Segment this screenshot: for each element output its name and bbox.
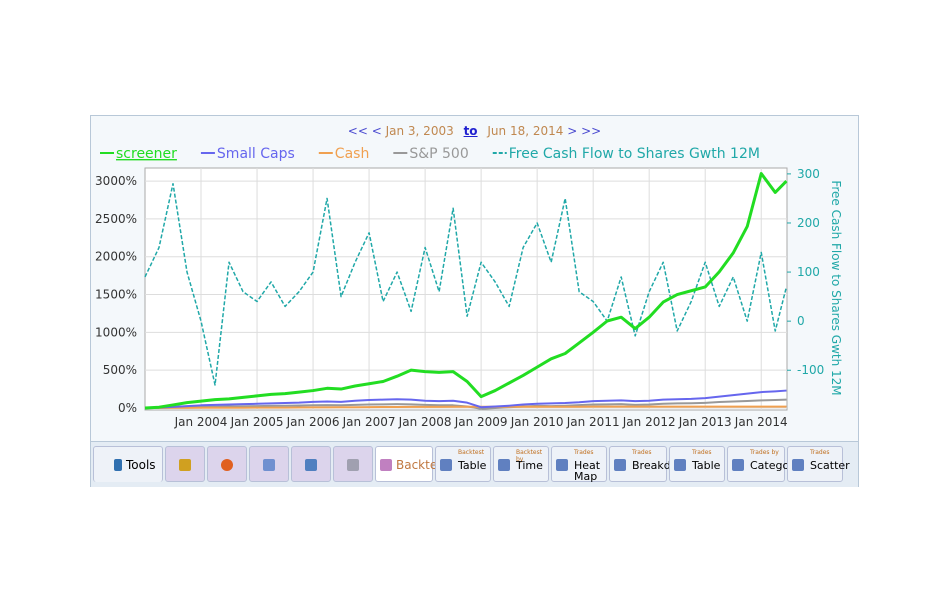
- tab[interactable]: Backtest by Time: [493, 446, 549, 482]
- y2-tick-label: 100: [797, 265, 820, 279]
- tab[interactable]: Trades Scatter: [787, 446, 850, 482]
- tab-icon: [792, 459, 804, 471]
- tab-icon: [614, 459, 626, 471]
- prev-link[interactable]: << <: [347, 124, 382, 138]
- tab[interactable]: Tools: [93, 446, 163, 482]
- tab-label: Tools: [126, 458, 156, 472]
- legend-label: Cash: [335, 146, 370, 162]
- series-line: [144, 182, 788, 386]
- y-tick-label: 500%: [103, 363, 137, 377]
- x-tick-label: Jan 2010: [510, 415, 564, 429]
- tab[interactable]: Trades Breakdo: [609, 446, 677, 482]
- x-tick-label: Jan 2007: [342, 415, 396, 429]
- tab-top: Backtest: [458, 449, 485, 456]
- legend-label: Small Caps: [217, 146, 295, 162]
- series-line: [145, 405, 787, 409]
- y-tick-label: 1000%: [95, 325, 137, 339]
- date-nav: << < Jan 3, 2003 to Jun 18, 2014 > >>: [91, 124, 858, 138]
- y-tick-label: 3000%: [95, 174, 137, 188]
- tab-top: Trades: [692, 449, 712, 456]
- y-tick-label: 2500%: [95, 212, 137, 226]
- next-link[interactable]: > >>: [567, 124, 602, 138]
- tab-icon: [674, 459, 686, 471]
- y-tick-label: 1500%: [95, 288, 137, 302]
- tab-label: Categor: [750, 459, 794, 472]
- tab-label: Table: [458, 459, 487, 472]
- series-line: [144, 389, 787, 409]
- tab[interactable]: Trades Table: [669, 446, 725, 482]
- to-link[interactable]: to: [463, 124, 478, 138]
- tab-top: Trades: [810, 449, 830, 456]
- y2-tick-label: 300: [797, 167, 820, 181]
- y2-tick-label: 200: [797, 216, 820, 230]
- x-tick-label: Jan 2005: [230, 415, 284, 429]
- tab[interactable]: Trades by Categor: [727, 446, 794, 482]
- y2-axis-label: Free Cash Flow to Shares Gwth 12M: [829, 180, 843, 395]
- x-tick-label: Jan 2006: [286, 415, 340, 429]
- tab-icon: [440, 459, 452, 471]
- x-tick-label: Jan 2004: [174, 415, 228, 429]
- tab-label: Scatter: [810, 459, 850, 472]
- tab-label: Table: [692, 459, 721, 472]
- tab-icon: [556, 459, 568, 471]
- x-tick-label: Jan 2012: [622, 415, 676, 429]
- legend-label: S&P 500: [409, 146, 468, 162]
- legend-label: screener: [116, 146, 177, 162]
- tab-label: Time: [516, 459, 543, 472]
- x-tick-label: Jan 2009: [454, 415, 508, 429]
- y-tick-label: 0%: [118, 401, 137, 415]
- tab-top: Trades by: [750, 449, 779, 456]
- tab-top: Trades: [574, 449, 594, 456]
- tab[interactable]: [333, 446, 373, 482]
- x-tick-label: Jan 2011: [566, 415, 620, 429]
- tab[interactable]: [207, 446, 247, 482]
- y-tick-label: 2000%: [95, 250, 137, 264]
- tab-icon: [732, 459, 744, 471]
- tab[interactable]: Backtest Table: [435, 446, 491, 482]
- tab-bar: Tools Backtest Backtest Table Backtest by T…: [91, 441, 858, 487]
- y2-tick-label: 0: [797, 314, 805, 328]
- start-date[interactable]: Jan 3, 2003: [385, 124, 454, 138]
- end-date[interactable]: Jun 18, 2014: [487, 124, 564, 138]
- x-tick-label: Jan 2014: [734, 415, 788, 429]
- tab-top: Backtest by: [516, 449, 543, 463]
- tab[interactable]: [165, 446, 205, 482]
- legend-label: Free Cash Flow to Shares Gwth 12M: [509, 146, 760, 162]
- x-tick-label: Jan 2008: [398, 415, 452, 429]
- tab-label: Heat Map: [574, 459, 601, 483]
- x-tick-label: Jan 2013: [678, 415, 732, 429]
- tab[interactable]: [291, 446, 331, 482]
- tab[interactable]: Trades Heat Map: [551, 446, 607, 482]
- tab-icon: [498, 459, 510, 471]
- tab-label: Breakdo: [632, 459, 678, 472]
- tab-top: Trades: [632, 449, 652, 456]
- series-line: [144, 172, 788, 410]
- tab[interactable]: [249, 446, 289, 482]
- y2-tick-label: -100: [797, 363, 824, 377]
